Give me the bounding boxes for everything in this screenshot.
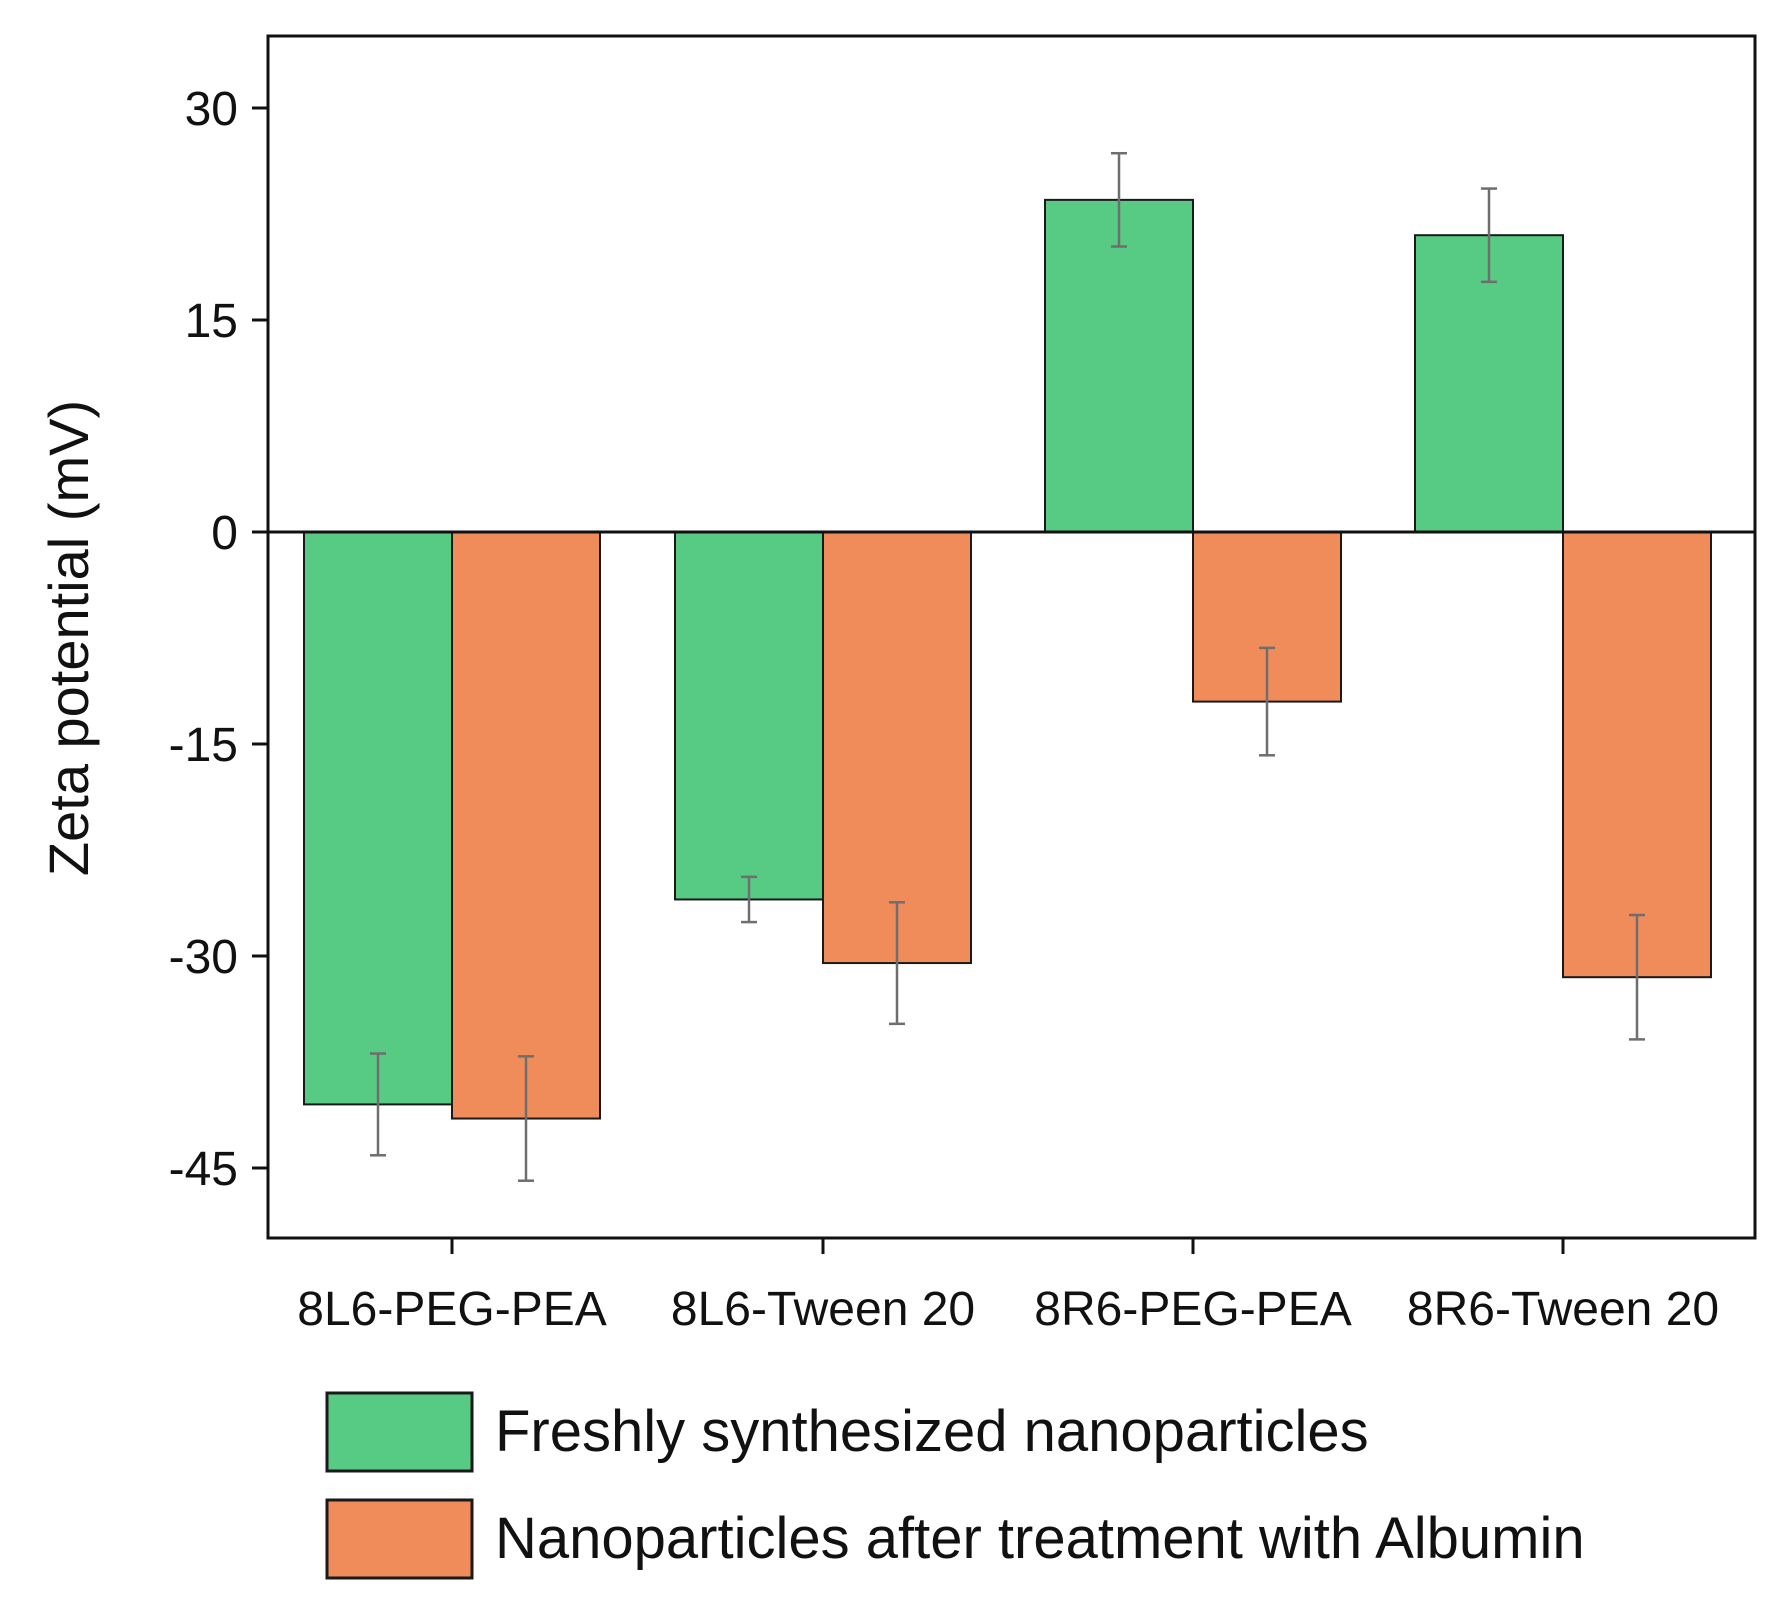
x-tick-label: 8L6-Tween 20 [671, 1283, 975, 1336]
legend-swatch-1 [325, 1498, 474, 1580]
y-tick-label: 30 [185, 83, 238, 136]
legend-swatch-0 [325, 1391, 474, 1473]
y-tick-label: -30 [169, 931, 238, 984]
y-tick-label: 0 [211, 507, 238, 560]
bars-group [303, 198, 1712, 1120]
axes-group: 30 15 0 -15 -30 -45 8L6-PEG-PEA 8L6-Tween 20 8R6… [169, 34, 1757, 1336]
bar-fresh-0 [303, 531, 453, 1106]
legend-label-0: Freshly synthesized nanoparticles [495, 1399, 1369, 1464]
y-tick-label: -15 [169, 719, 238, 772]
x-tick-label: 8R6-Tween 20 [1407, 1283, 1719, 1336]
plot-frame [266, 34, 1757, 1240]
bar-fresh-3 [1414, 234, 1564, 533]
x-tick-label: 8L6-PEG-PEA [297, 1283, 606, 1336]
bar-albumin-0 [451, 531, 601, 1120]
legend: Freshly synthesized nanoparticles Nanopar… [325, 1391, 1585, 1580]
y-axis-title: Zeta potential (mV) [37, 400, 100, 876]
bar-fresh-1 [674, 531, 824, 901]
y-tick-label: -45 [169, 1143, 238, 1196]
x-tick-label: 8R6-PEG-PEA [1034, 1283, 1351, 1336]
bar-fresh-2 [1044, 198, 1194, 533]
legend-label-1: Nanoparticles after treatment with Album… [495, 1506, 1585, 1571]
error-bars-group [370, 151, 1645, 1182]
bar-albumin-1 [822, 531, 972, 965]
y-tick-label: 15 [185, 295, 238, 348]
bar-albumin-3 [1562, 531, 1712, 979]
